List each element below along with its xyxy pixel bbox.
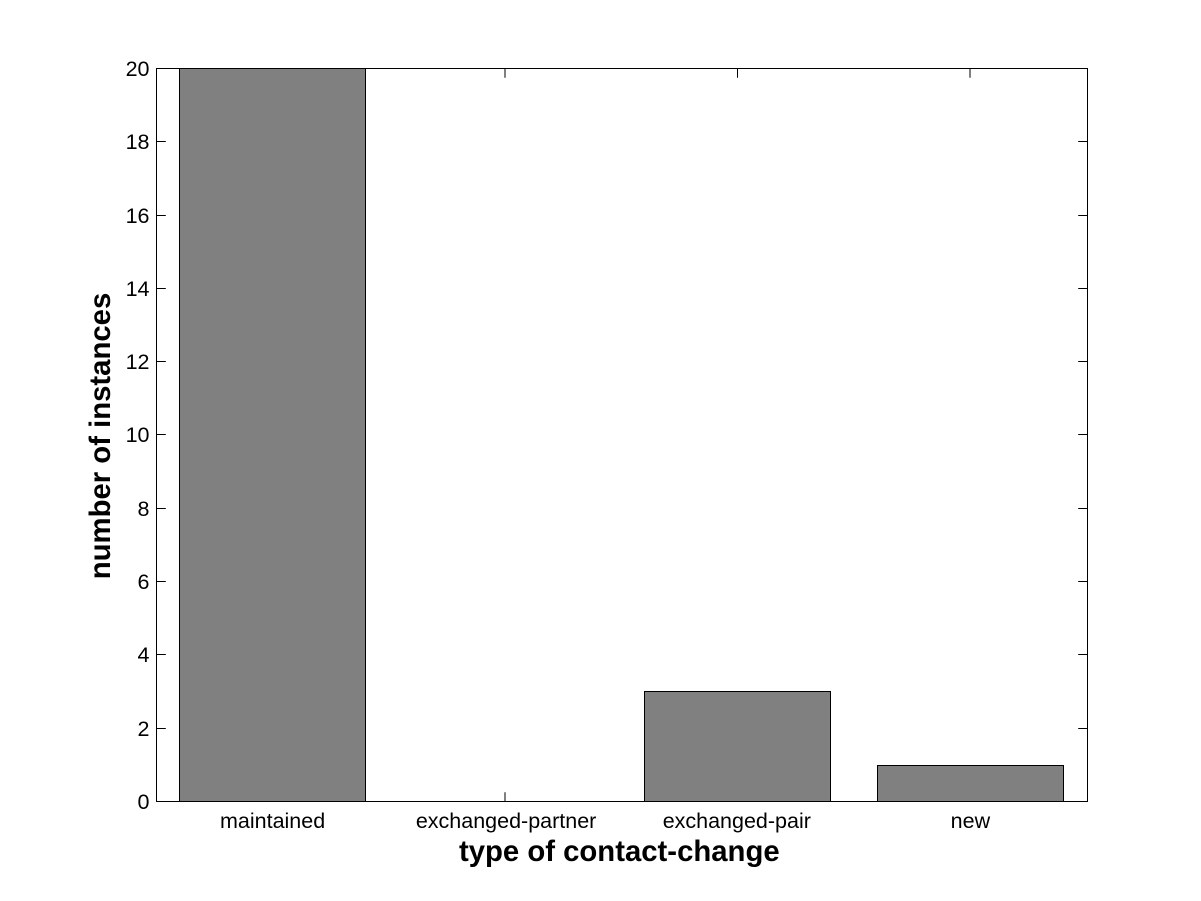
svg-text:maintained: maintained (220, 809, 325, 833)
svg-text:2: 2 (138, 717, 150, 741)
svg-text:new: new (951, 809, 991, 833)
svg-text:16: 16 (126, 204, 150, 228)
svg-text:exchanged-partner: exchanged-partner (416, 809, 596, 833)
svg-text:14: 14 (126, 277, 150, 301)
svg-text:6: 6 (138, 570, 150, 594)
svg-text:20: 20 (126, 57, 150, 81)
svg-text:type of contact-change: type of contact-change (459, 835, 780, 868)
svg-text:number of instances: number of instances (84, 293, 117, 580)
svg-text:18: 18 (126, 130, 150, 154)
svg-text:12: 12 (126, 350, 150, 374)
svg-text:4: 4 (138, 643, 150, 667)
svg-text:exchanged-pair: exchanged-pair (663, 809, 811, 833)
svg-text:0: 0 (138, 790, 150, 814)
svg-text:8: 8 (138, 497, 150, 521)
svg-text:10: 10 (126, 423, 150, 447)
